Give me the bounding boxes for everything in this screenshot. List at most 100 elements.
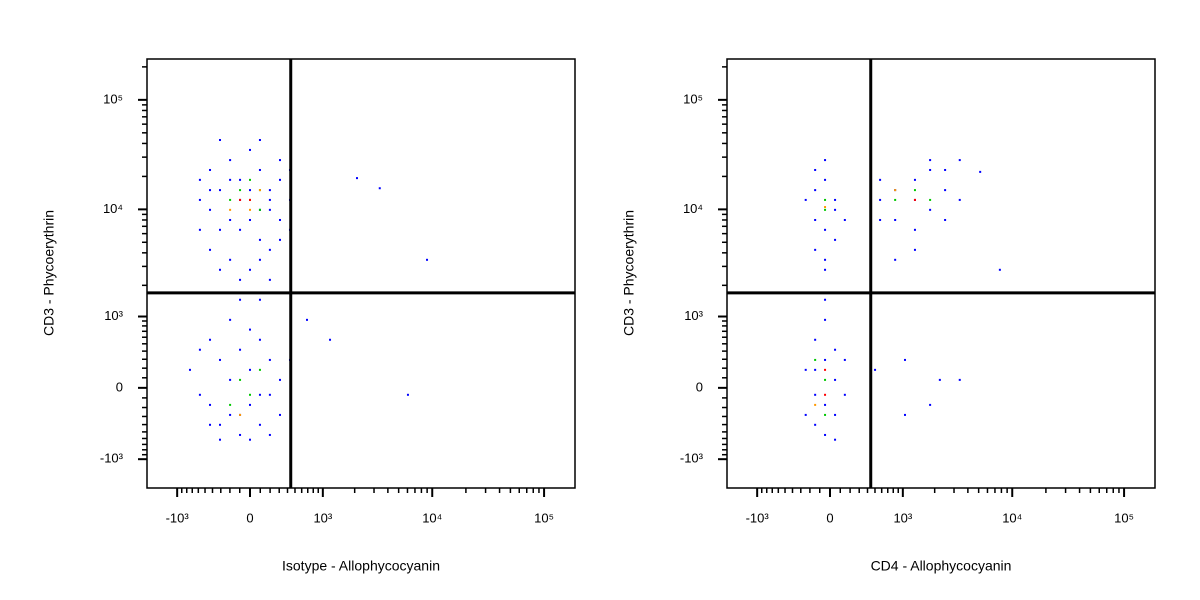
y-tick-label: 10⁴ <box>683 201 703 216</box>
event-dot <box>258 423 261 426</box>
event-dot <box>824 198 827 201</box>
event-dot <box>268 248 271 251</box>
event-dot <box>229 413 232 416</box>
event-dot <box>209 168 212 171</box>
event-dot <box>239 178 242 181</box>
event-dot <box>268 278 271 281</box>
event-dot <box>239 378 242 381</box>
event-dot <box>239 198 242 201</box>
plot-frame <box>726 58 1156 489</box>
event-dot <box>814 423 817 426</box>
x-tick-label: 10⁴ <box>422 510 442 525</box>
event-dot <box>249 368 252 371</box>
event-dot <box>258 368 261 371</box>
event-dot <box>249 218 252 221</box>
event-dot <box>249 198 252 201</box>
event-dot <box>329 338 332 341</box>
event-dot <box>258 139 261 142</box>
event-dot <box>804 368 807 371</box>
event-dot <box>824 258 827 261</box>
event-dot <box>249 189 252 192</box>
event-dot <box>249 178 252 181</box>
event-dot <box>824 298 827 301</box>
event-dot <box>426 258 429 261</box>
y-tick-label: 10³ <box>684 308 703 323</box>
event-dot <box>834 378 837 381</box>
x-tick-label: 10³ <box>313 510 332 525</box>
event-dot <box>258 258 261 261</box>
event-dot <box>258 208 261 211</box>
event-dot <box>249 268 252 271</box>
event-dot <box>249 438 252 441</box>
event-dot <box>929 168 932 171</box>
event-dot <box>814 358 817 361</box>
event-dot <box>198 198 201 201</box>
event-dot <box>843 358 846 361</box>
event-dot <box>929 198 932 201</box>
event-dot <box>249 403 252 406</box>
event-dot <box>814 168 817 171</box>
event-dot <box>209 403 212 406</box>
event-dot <box>814 403 817 406</box>
event-dot <box>239 298 242 301</box>
event-dot <box>278 159 281 162</box>
x-tick-label: 10⁵ <box>1114 510 1134 525</box>
event-dot <box>804 413 807 416</box>
x-tick-label: -10³ <box>166 510 190 525</box>
event-dot <box>929 159 932 162</box>
y-tick-label: 10⁵ <box>683 91 703 106</box>
plot-frame <box>146 58 576 489</box>
event-dot <box>239 433 242 436</box>
event-dot <box>929 208 932 211</box>
event-dot <box>834 348 837 351</box>
y-tick-label: 0 <box>696 379 703 394</box>
event-dot <box>824 433 827 436</box>
event-dot <box>198 393 201 396</box>
event-dot <box>229 318 232 321</box>
event-dot <box>824 159 827 162</box>
event-dot <box>209 248 212 251</box>
event-dot <box>894 189 897 192</box>
event-dot <box>229 403 232 406</box>
event-dot <box>209 338 212 341</box>
event-dot <box>894 198 897 201</box>
event-dot <box>894 258 897 261</box>
event-dot <box>278 218 281 221</box>
event-dot <box>268 198 271 201</box>
event-dot <box>913 228 916 231</box>
event-dot <box>229 159 232 162</box>
event-dot <box>249 393 252 396</box>
event-dot <box>229 198 232 201</box>
x-tick-label: 0 <box>826 510 833 525</box>
x-tick-label: 10³ <box>893 510 912 525</box>
event-dot <box>278 238 281 241</box>
event-dot <box>824 368 827 371</box>
event-dot <box>814 338 817 341</box>
event-dot <box>944 218 947 221</box>
event-dot <box>879 178 882 181</box>
event-dot <box>834 238 837 241</box>
event-dot <box>378 187 381 190</box>
x-tick-label: 10⁵ <box>534 510 554 525</box>
event-dot <box>198 178 201 181</box>
event-dot <box>239 348 242 351</box>
y-axis-label: CD3 - Phycoerythrin <box>41 210 57 336</box>
event-dot <box>824 228 827 231</box>
event-dot <box>913 248 916 251</box>
x-axis-label: CD4 - Allophycocyanin <box>871 558 1012 574</box>
event-dot <box>938 378 941 381</box>
x-tick-label: 10⁴ <box>1002 510 1022 525</box>
event-dot <box>958 198 961 201</box>
y-tick-label: -10³ <box>100 451 124 466</box>
event-dot <box>843 393 846 396</box>
event-dot <box>944 168 947 171</box>
event-dot <box>219 189 222 192</box>
event-dot <box>268 393 271 396</box>
event-dot <box>879 218 882 221</box>
event-dot <box>229 178 232 181</box>
event-dot <box>998 268 1001 271</box>
y-tick-label: 10⁵ <box>103 91 123 106</box>
event-dot <box>834 208 837 211</box>
event-dot <box>258 338 261 341</box>
